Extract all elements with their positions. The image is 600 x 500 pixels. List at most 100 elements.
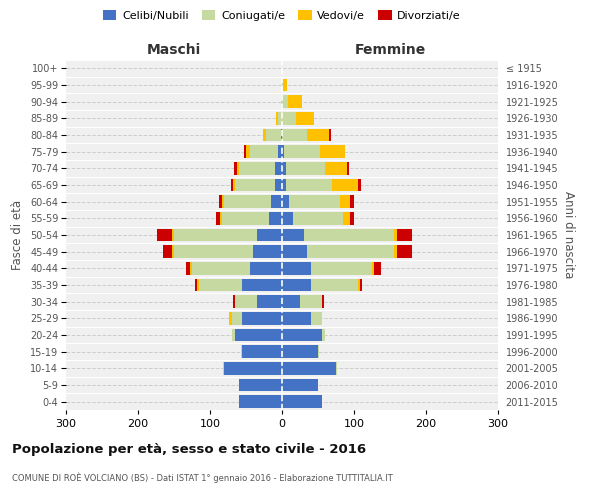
- Y-axis label: Anni di nascita: Anni di nascita: [562, 192, 575, 278]
- Bar: [282, 162, 286, 174]
- Bar: [350, 196, 354, 208]
- Bar: [233, 296, 235, 308]
- Bar: [223, 362, 224, 374]
- Bar: [244, 146, 246, 158]
- Text: Maschi: Maschi: [147, 42, 201, 56]
- Bar: [172, 246, 174, 258]
- Bar: [397, 246, 412, 258]
- Bar: [360, 279, 362, 291]
- Bar: [296, 112, 314, 124]
- Text: Femmine: Femmine: [355, 42, 425, 56]
- Bar: [282, 362, 336, 374]
- Bar: [394, 229, 397, 241]
- Bar: [222, 196, 224, 208]
- Bar: [263, 129, 266, 141]
- Bar: [278, 112, 282, 124]
- Bar: [293, 212, 343, 224]
- Bar: [332, 179, 358, 192]
- Bar: [266, 129, 281, 141]
- Bar: [174, 246, 253, 258]
- Bar: [186, 262, 190, 274]
- Bar: [275, 179, 282, 192]
- Bar: [224, 362, 282, 374]
- Bar: [282, 329, 322, 341]
- Bar: [282, 179, 286, 192]
- Bar: [233, 179, 235, 192]
- Bar: [329, 129, 331, 141]
- Bar: [282, 246, 307, 258]
- Bar: [222, 212, 269, 224]
- Bar: [236, 162, 239, 174]
- Bar: [394, 246, 397, 258]
- Bar: [282, 146, 284, 158]
- Bar: [336, 362, 337, 374]
- Bar: [250, 146, 278, 158]
- Bar: [190, 262, 192, 274]
- Y-axis label: Fasce di età: Fasce di età: [11, 200, 25, 270]
- Bar: [282, 346, 318, 358]
- Bar: [282, 262, 311, 274]
- Bar: [220, 212, 222, 224]
- Bar: [322, 296, 324, 308]
- Legend: Celibi/Nubili, Coniugati/e, Vedovi/e, Divorziati/e: Celibi/Nubili, Coniugati/e, Vedovi/e, Di…: [99, 6, 465, 25]
- Bar: [282, 229, 304, 241]
- Bar: [257, 296, 282, 308]
- Text: COMUNE DI ROÈ VOLCIANO (BS) - Dati ISTAT 1° gennaio 2016 - Elaborazione TUTTITAL: COMUNE DI ROÈ VOLCIANO (BS) - Dati ISTAT…: [12, 472, 393, 483]
- Bar: [347, 162, 349, 174]
- Bar: [217, 212, 220, 224]
- Bar: [235, 179, 275, 192]
- Bar: [289, 196, 340, 208]
- Bar: [282, 379, 318, 391]
- Bar: [239, 379, 282, 391]
- Bar: [318, 346, 319, 358]
- Bar: [163, 246, 172, 258]
- Bar: [304, 229, 394, 241]
- Bar: [358, 179, 361, 192]
- Bar: [358, 279, 360, 291]
- Bar: [282, 112, 296, 124]
- Bar: [282, 79, 283, 92]
- Bar: [172, 229, 174, 241]
- Bar: [343, 212, 350, 224]
- Bar: [192, 262, 250, 274]
- Bar: [199, 279, 242, 291]
- Bar: [283, 79, 287, 92]
- Bar: [282, 396, 322, 408]
- Bar: [276, 112, 278, 124]
- Bar: [235, 329, 282, 341]
- Bar: [374, 262, 382, 274]
- Bar: [242, 279, 282, 291]
- Bar: [195, 279, 197, 291]
- Bar: [271, 196, 282, 208]
- Bar: [239, 162, 275, 174]
- Bar: [311, 312, 322, 324]
- Bar: [284, 146, 320, 158]
- Bar: [281, 129, 282, 141]
- Bar: [174, 229, 257, 241]
- Bar: [325, 162, 347, 174]
- Bar: [224, 196, 271, 208]
- Bar: [311, 262, 372, 274]
- Bar: [307, 246, 394, 258]
- Bar: [241, 346, 242, 358]
- Bar: [282, 196, 289, 208]
- Bar: [197, 279, 199, 291]
- Bar: [282, 296, 300, 308]
- Bar: [282, 212, 293, 224]
- Bar: [282, 279, 311, 291]
- Bar: [246, 146, 250, 158]
- Bar: [372, 262, 374, 274]
- Bar: [307, 129, 329, 141]
- Bar: [278, 146, 282, 158]
- Bar: [300, 296, 322, 308]
- Bar: [275, 162, 282, 174]
- Bar: [232, 312, 242, 324]
- Bar: [218, 196, 222, 208]
- Bar: [232, 329, 235, 341]
- Bar: [350, 212, 354, 224]
- Bar: [397, 229, 412, 241]
- Bar: [235, 296, 257, 308]
- Bar: [281, 96, 282, 108]
- Bar: [235, 162, 236, 174]
- Bar: [231, 179, 233, 192]
